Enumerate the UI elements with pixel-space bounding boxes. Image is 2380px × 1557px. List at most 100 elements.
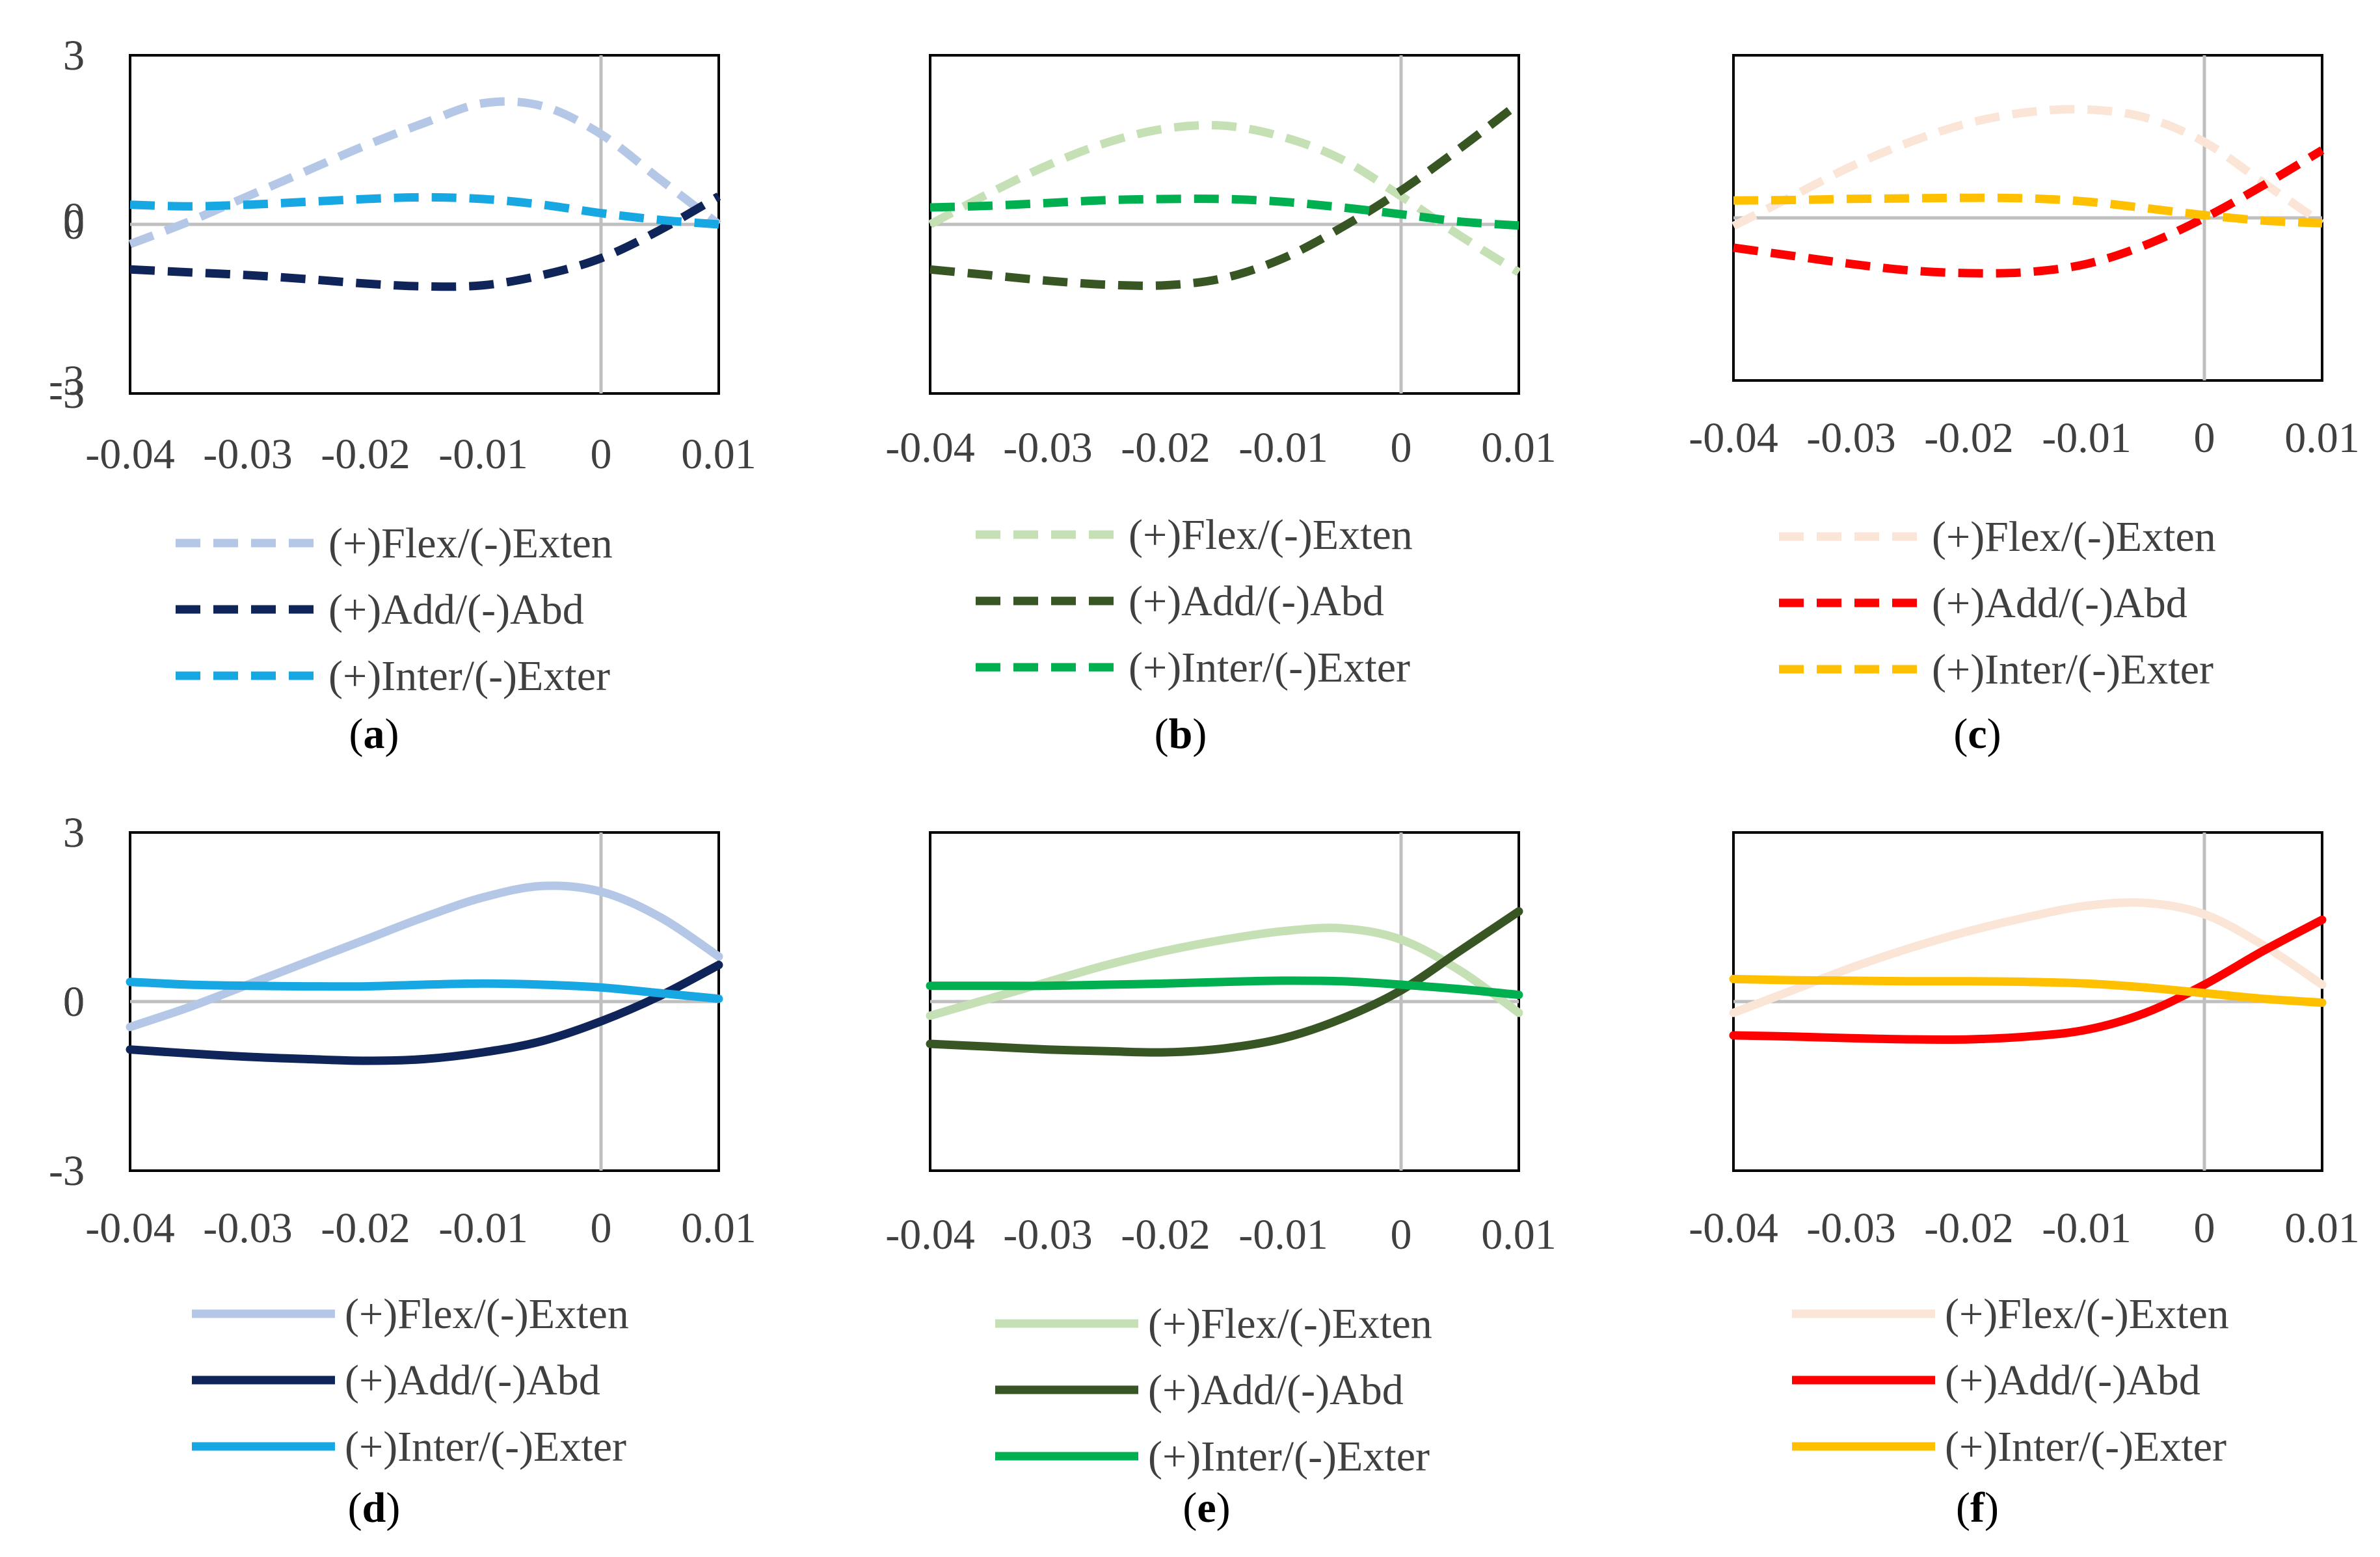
y-tick-label: 0 [63,978,85,1026]
x-tick-label: -0.03 [203,431,292,478]
y-tick-label: 0 [63,978,85,1026]
series-line-1 [1732,105,2325,230]
series-line-3 [929,194,1519,230]
x-tick-label: -0.04 [85,1204,174,1252]
x-tick-label: -0.01 [438,1204,528,1252]
legend-label: (+)Flex/(-)Exten [1148,1300,1432,1348]
legend-label: (+)Add/(-)Abd [1129,578,1384,625]
x-tick-label: -0.04 [85,431,174,478]
series-line-2 [1733,146,2325,278]
legend-label: (+)Flex/(-)Exten [345,1290,629,1338]
series-line-2 [129,193,721,291]
legend-label: (+)Inter/(-)Exter [345,1423,626,1470]
x-tick-label: -0.04 [1689,414,1778,462]
series-line-3 [926,976,1523,1000]
y-tick-label: 3 [63,809,85,857]
panel-caption: (a) [349,710,399,758]
series-line-3 [1729,974,2327,1007]
y-tick-label: 3 [63,32,85,79]
y-tick-label: -3 [49,1147,85,1195]
x-tick-label: 0.01 [2284,1204,2360,1252]
x-tick-label: -0.02 [1121,1211,1210,1258]
x-tick-label: 0 [2194,1204,2215,1252]
x-tick-label: 0.01 [2284,414,2360,462]
x-tick-label: -0.03 [1003,424,1092,472]
x-tick-label: 0 [591,431,612,478]
x-tick-label: -0.01 [438,431,528,478]
x-tick-label: -0.04 [885,1211,974,1258]
x-tick-label: -0.01 [1238,424,1328,472]
legend-label: (+)Inter/(-)Exter [328,652,610,700]
panel-caption: (c) [1953,710,2001,758]
legend-label: (+)Add/(-)Abd [345,1357,600,1404]
x-tick-label: 0.01 [1481,424,1557,472]
x-tick-label: 0 [1391,1211,1412,1258]
x-tick-label: -0.02 [1121,424,1210,472]
x-tick-label: -0.01 [1238,1211,1328,1258]
x-tick-label: -0.03 [1806,1204,1895,1252]
y-tick-label: -3 [49,357,85,405]
chart-panel-d: 3 0 -3-0.04 -0.03 -0.02 -0.01 0 0.01 (+)Flex/(-)… [49,809,756,1532]
y-tick-label: 3 [63,32,85,79]
panel-caption: (f) [1956,1484,1999,1532]
x-tick-label: -0.02 [321,1204,410,1252]
legend-label: (+)Inter/(-)Exter [1945,1423,2226,1470]
chart-panel-c: 30-3-0.04 -0.03 -0.02 -0.01 0 0.01(+)Flex/(-)… [49,32,2360,758]
legend-label: (+)Inter/(-)Exter [1129,644,1410,691]
y-tick-label: 3 [63,809,85,857]
panel-caption: (d) [348,1484,401,1532]
y-tick-label: 3 [63,32,85,79]
y-tick-label: -3 [49,1147,85,1195]
y-tick-label: 0 [63,978,85,1026]
y-tick-label: -3 [49,1147,85,1195]
series-line-3 [1733,193,2323,228]
chart-panel-e: 30-3-0.04 -0.03 -0.02 -0.01 0 0.01(+)Flex/(-)… [49,809,1557,1532]
x-tick-label: -0.01 [2042,1204,2131,1252]
series-line-2 [926,907,1523,1057]
legend-label: (+)Add/(-)Abd [1945,1357,2200,1404]
chart-panel-a: 3 0 -3-0.04 -0.03 -0.02 -0.01 0 0.01 (+)Flex/(-)… [49,32,756,758]
legend-label: (+)Add/(-)Abd [328,586,584,633]
x-tick-label: -0.03 [1003,1211,1092,1258]
series-line-1 [928,120,1521,276]
panel-caption: (b) [1155,710,1207,758]
legend-label: (+)Inter/(-)Exter [1932,646,2213,693]
x-tick-label: 0 [1391,424,1412,472]
x-tick-label: 0.01 [681,1204,756,1252]
chart-panel-f: 30-3-0.04 -0.03 -0.02 -0.01 0 0.01(+)Flex/(-)… [49,809,2360,1532]
series-line-1 [126,881,723,1031]
legend-label: (+)Inter/(-)Exter [1148,1433,1430,1480]
legend-label: (+)Flex/(-)Exten [1932,513,2216,561]
chart-panel-b: 30-3-0.04 -0.03 -0.02 -0.01 0 0.01(+)Flex/(-)… [49,32,1557,758]
x-tick-label: -0.03 [1806,414,1895,462]
series-line-1 [1729,898,2327,1017]
y-tick-label: 3 [63,809,85,857]
x-tick-label: -0.02 [1924,414,2013,462]
legend-label: (+)Flex/(-)Exten [1129,511,1413,559]
series-line-2 [126,961,723,1065]
x-tick-label: -0.01 [2042,414,2131,462]
x-tick-label: -0.04 [885,424,974,472]
legend-label: (+)Add/(-)Abd [1932,579,2187,627]
x-tick-label: 0.01 [1481,1211,1557,1258]
y-tick-label: -3 [49,370,85,418]
x-tick-label: -0.02 [321,431,410,478]
legend-label: (+)Flex/(-)Exten [1945,1290,2229,1338]
series-line-3 [126,978,723,1004]
x-tick-label: -0.02 [1924,1204,2013,1252]
panel-caption: (e) [1183,1484,1230,1532]
y-tick-label: 0 [63,201,85,248]
y-tick-label: -3 [49,370,85,418]
series-line-3 [129,193,719,229]
y-tick-label: 0 [63,194,85,242]
legend-label: (+)Add/(-)Abd [1148,1366,1404,1414]
x-tick-label: 0 [2194,414,2215,462]
series-line-2 [1729,915,2327,1044]
x-tick-label: -0.03 [203,1204,292,1252]
legend-label: (+)Flex/(-)Exten [328,520,613,567]
x-tick-label: -0.04 [1689,1204,1778,1252]
x-tick-label: 0.01 [681,431,756,478]
y-tick-label: 0 [63,201,85,248]
x-tick-label: 0 [591,1204,612,1252]
